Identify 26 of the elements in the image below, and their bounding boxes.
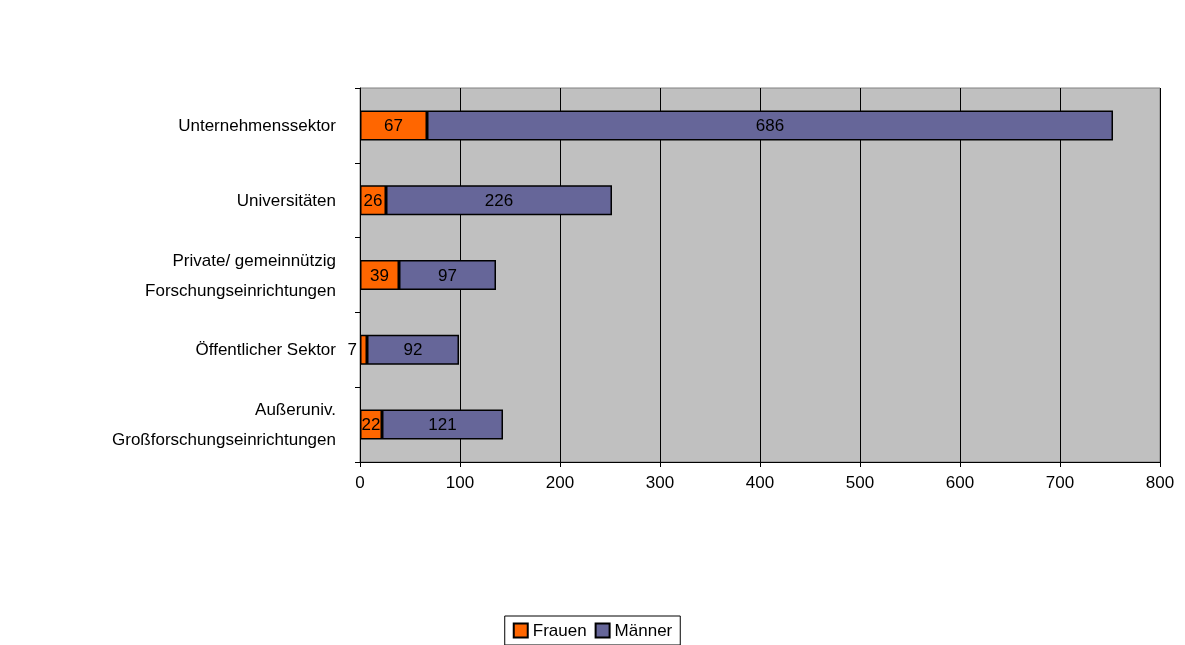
data-label: 26 [363,190,383,210]
data-label: 67 [384,115,403,135]
data-label: 39 [370,265,389,285]
x-tick-label: 800 [1145,473,1175,492]
y-tick-label: Universitäten [236,190,336,210]
data-label: 97 [438,265,457,285]
data-label: 686 [755,115,785,135]
legend-label: Männer [614,621,673,640]
x-tick-label: 100 [445,473,475,492]
data-label: 7 [347,340,357,360]
data-label: 22 [361,415,381,435]
y-tick-label: Außeruniv. Großforschungseinrichtungen [112,400,336,450]
x-tick-label: 600 [945,473,975,492]
x-tick-label: 400 [745,473,775,492]
data-label: 121 [428,415,457,435]
y-tick-label: Unternehmenssektor [178,115,337,135]
x-tick-label: 0 [355,473,365,492]
data-label: 226 [484,190,514,210]
data-label: 92 [403,340,423,360]
x-tick-label: 300 [645,473,675,492]
legend-label: Frauen [532,621,587,640]
y-tick-label: Öffentlicher Sektor [195,340,337,360]
y-tick-label: Private/ gemeinnützig Forschungseinrichtungen [145,250,336,300]
x-tick-label: 700 [1045,473,1075,492]
x-tick-label: 200 [545,473,575,492]
x-tick-label: 500 [845,473,875,492]
